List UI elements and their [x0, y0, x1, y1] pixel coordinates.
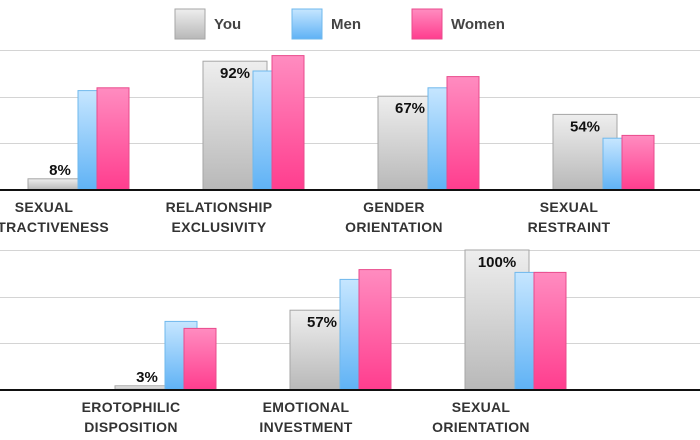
- category-label-erotophilic-disposition: EROTOPHILIC: [82, 399, 181, 415]
- category-label-sexual-attractiveness: SEXUAL: [15, 199, 74, 215]
- axes: [0, 189, 700, 391]
- value-label-sexual-restraint: 54%: [570, 118, 600, 135]
- legend-label-you: You: [214, 16, 241, 33]
- category-label-erotophilic-disposition: DISPOSITION: [84, 419, 178, 435]
- value-label-relationship-exclusivity: 92%: [220, 65, 250, 82]
- category-label-gender-orientation: GENDER: [363, 199, 425, 215]
- category-label-sexual-orientation: SEXUAL: [452, 399, 511, 415]
- bar-women-erotophilic-disposition: [183, 327, 217, 391]
- legend-swatch-men: [291, 8, 323, 40]
- category-label-relationship-exclusivity: EXCLUSIVITY: [171, 219, 266, 235]
- category-label-emotional-investment: EMOTIONAL: [263, 399, 350, 415]
- category-label-sexual-orientation: ORIENTATION: [432, 419, 530, 435]
- value-label-erotophilic-disposition: 3%: [136, 369, 158, 386]
- bar-women-sexual-attractiveness: [96, 87, 130, 191]
- legend-label-men: Men: [331, 16, 361, 33]
- legend-swatch-women: [411, 8, 443, 40]
- value-label-sexual-orientation: 100%: [478, 254, 516, 271]
- category-label-emotional-investment: INVESTMENT: [259, 419, 352, 435]
- legend-label-women: Women: [451, 16, 505, 33]
- legend-swatch-you: [174, 8, 206, 40]
- value-label-gender-orientation: 67%: [395, 100, 425, 117]
- category-label-sexual-restraint: RESTRAINT: [528, 219, 611, 235]
- bar-women-gender-orientation: [446, 76, 480, 191]
- bars: 8% 92% 67% 54% 3% 57% 100%: [27, 55, 655, 391]
- legend: You Men Women: [174, 8, 505, 40]
- category-label-sexual-restraint: SEXUAL: [540, 199, 599, 215]
- bar-women-relationship-exclusivity: [271, 55, 305, 191]
- value-label-sexual-attractiveness: 8%: [49, 162, 71, 179]
- category-label-gender-orientation: ORIENTATION: [345, 219, 443, 235]
- bar-women-emotional-investment: [358, 269, 392, 391]
- category-labels: SEXUAL ATTRACTIVENESS RELATIONSHIP EXCLUSIV…: [0, 199, 611, 435]
- bar-women-sexual-orientation: [533, 271, 567, 391]
- bar-women-sexual-restraint: [621, 134, 655, 191]
- value-label-emotional-investment: 57%: [307, 314, 337, 331]
- category-label-sexual-attractiveness: ATTRACTIVENESS: [0, 219, 109, 235]
- category-label-relationship-exclusivity: RELATIONSHIP: [166, 199, 273, 215]
